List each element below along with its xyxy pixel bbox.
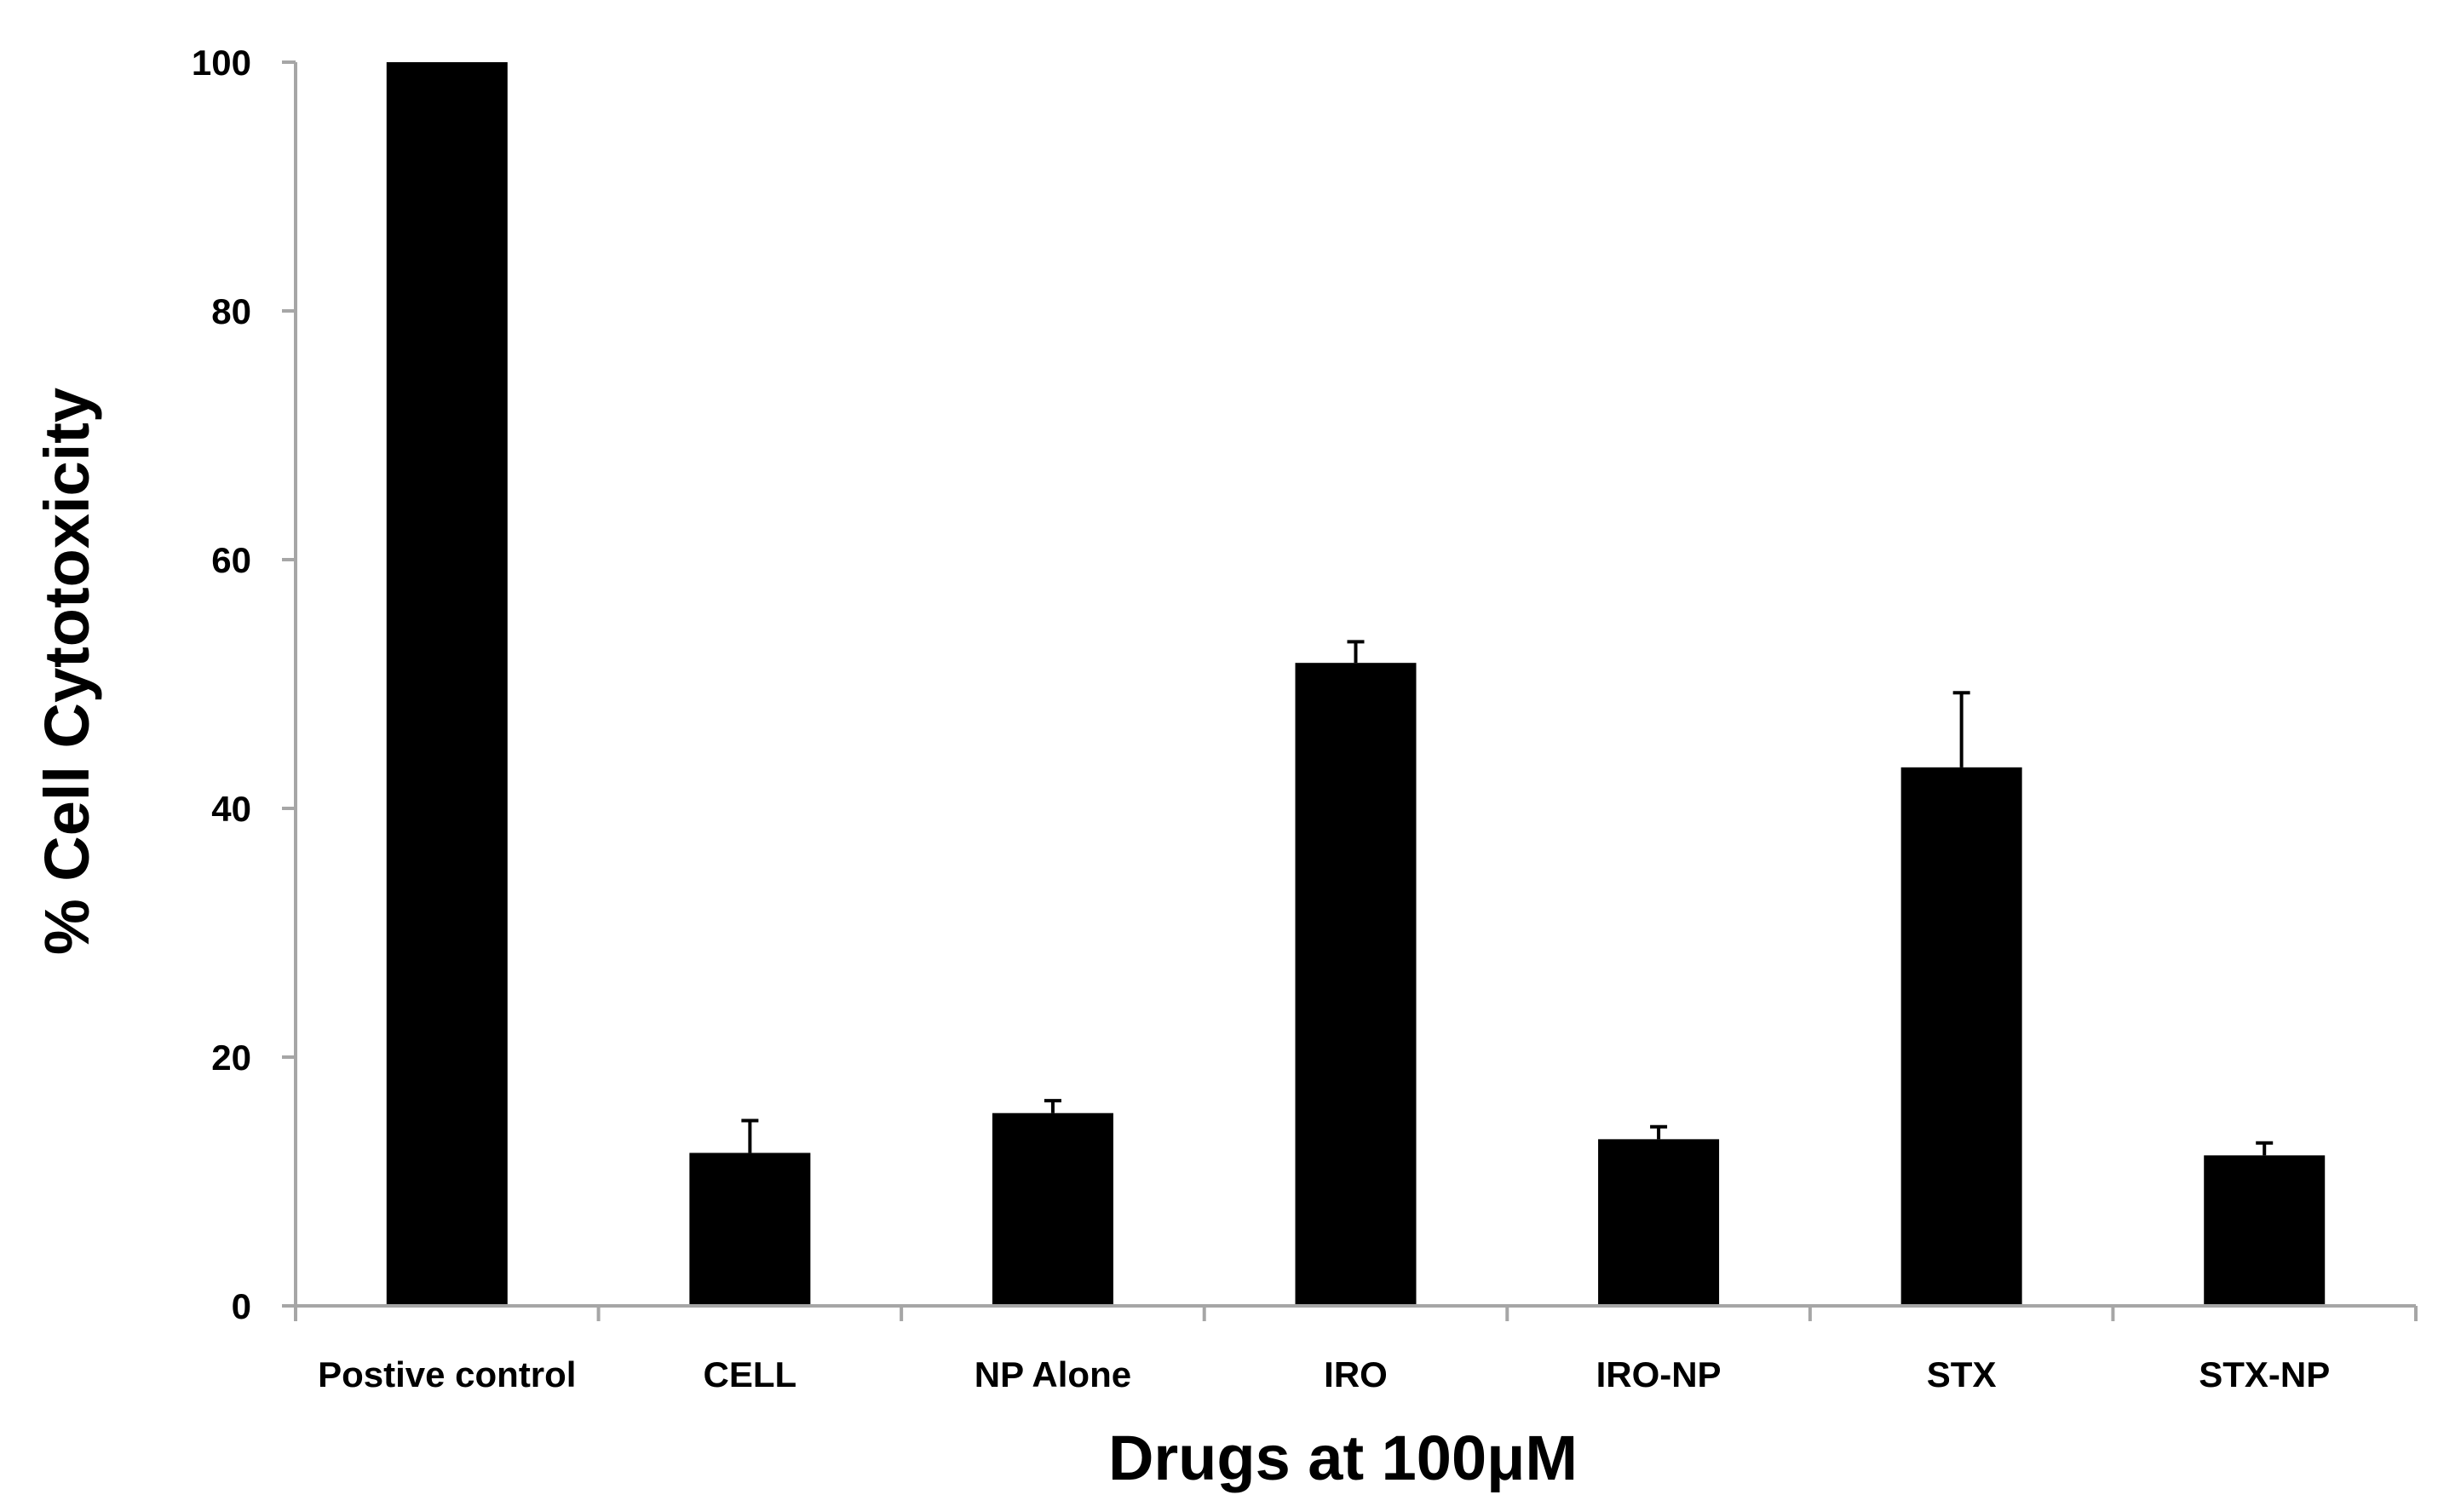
bar xyxy=(1900,767,2022,1306)
bar xyxy=(689,1153,811,1306)
x-tick-label: CELL xyxy=(704,1354,797,1394)
y-tick-label: 60 xyxy=(211,540,251,580)
bars xyxy=(386,62,2326,1306)
x-axis-ticks xyxy=(294,1306,2418,1321)
y-tick-label: 100 xyxy=(192,43,251,83)
y-tick-label: 40 xyxy=(211,789,251,829)
error-bars xyxy=(741,640,2274,1156)
bar xyxy=(1295,663,1417,1306)
y-axis-ticks: 0 20 40 60 80 100 xyxy=(192,43,296,1326)
y-tick-label: 0 xyxy=(232,1286,251,1326)
x-tick-label: Postive control xyxy=(318,1354,576,1394)
bar xyxy=(386,62,508,1306)
bar xyxy=(2204,1155,2326,1306)
x-tick-label: NP Alone xyxy=(975,1354,1131,1394)
x-tick-label: STX-NP xyxy=(2199,1354,2330,1394)
y-tick-label: 20 xyxy=(211,1038,251,1078)
x-tick-label: STX xyxy=(1927,1354,1997,1394)
x-axis-title: Drugs at 100μM xyxy=(1108,1423,1578,1493)
x-tick-label: IRO-NP xyxy=(1596,1354,1722,1394)
bar xyxy=(992,1112,1113,1306)
x-tick-label: IRO xyxy=(1324,1354,1388,1394)
x-axis-tick-labels: Postive control CELL NP Alone IRO IRO-NP STX S… xyxy=(318,1354,2330,1394)
bar xyxy=(1598,1139,1720,1306)
y-tick-label: 80 xyxy=(211,291,251,331)
y-axis-title: % Cell Cytotoxicity xyxy=(32,388,102,955)
